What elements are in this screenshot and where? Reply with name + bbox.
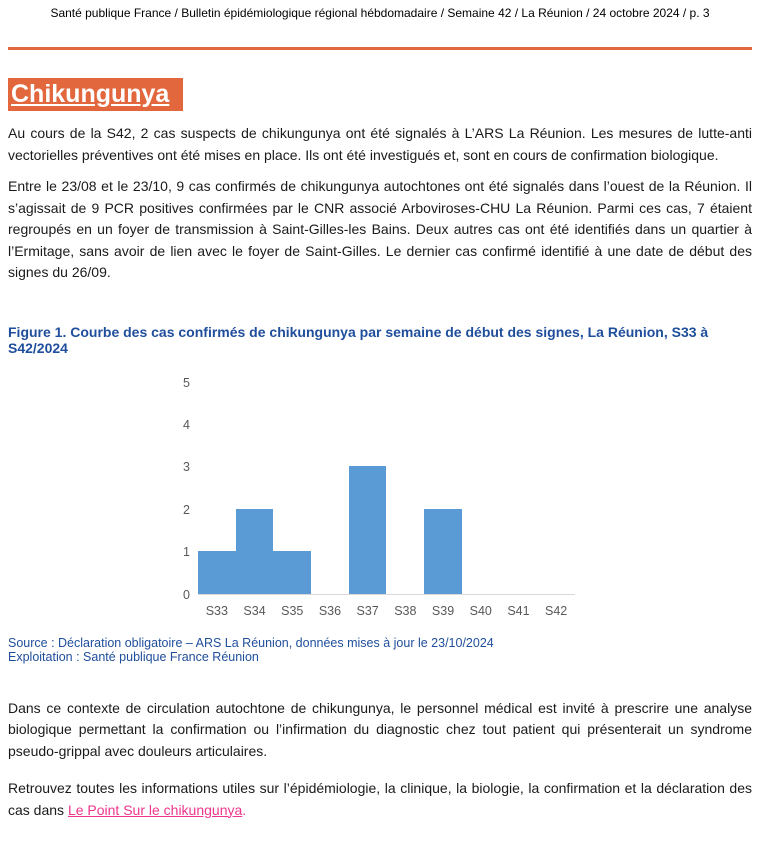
document-header: Santé publique France / Bulletin épidémi…	[50, 6, 710, 20]
point-sur-chikungunya-link[interactable]: Le Point Sur le chikungunya	[67, 801, 243, 818]
chart-bar	[235, 508, 274, 594]
chart-bar	[424, 508, 462, 594]
x-tick-label: S39	[431, 603, 455, 618]
x-tick-label: S38	[394, 603, 417, 618]
chart-y-axis: 0 1 2 3 4 5	[168, 376, 190, 602]
y-tick-label: 1	[183, 545, 190, 560]
y-tick-label: 0	[183, 587, 190, 602]
more-info-period: .	[242, 801, 247, 818]
figure-source: Source : Déclaration obligatoire – ARS L…	[8, 636, 752, 664]
x-tick-label: S37	[356, 603, 379, 618]
x-tick-label: S34	[243, 603, 266, 618]
paragraph-medical-advice: Dans ce contexte de circulation autochto…	[8, 699, 752, 759]
figure-title: Figure 1. Courbe des cas confirmés de ch…	[8, 323, 709, 356]
figure-source-line2: Exploitation : Santé publique France Réu…	[8, 649, 259, 664]
chart-x-axis: S33 S34 S35 S36 S37 S38 S39 S40 S41 S42	[198, 604, 575, 620]
chart-bar	[273, 551, 312, 594]
figure-source-line1: Source : Déclaration obligatoire – ARS L…	[8, 635, 494, 650]
x-tick-label: S41	[507, 603, 530, 618]
x-tick-label: S35	[281, 603, 304, 618]
chart-plot-area	[198, 383, 575, 595]
chart-bar	[198, 551, 236, 594]
chart-bar	[348, 466, 387, 594]
x-tick-label: S42	[545, 603, 568, 618]
section-title: Chikungunya	[8, 78, 184, 111]
y-tick-label: 3	[183, 460, 190, 475]
x-tick-label: S40	[469, 603, 492, 618]
y-tick-label: 5	[183, 375, 190, 390]
x-tick-label: S33	[205, 603, 228, 618]
header-divider	[8, 47, 752, 50]
y-tick-label: 2	[183, 502, 190, 517]
y-tick-label: 4	[183, 417, 190, 432]
paragraph-suspect-cases: Au cours de la S42, 2 cas suspects de ch…	[8, 125, 752, 163]
figure-bar-chart: 0 1 2 3 4 5 S33 S34 S35 S36 S37 S38 S39 S40 S41 S42	[168, 376, 598, 626]
paragraph-more-info: Retrouvez toutes les informations utiles…	[8, 778, 752, 821]
paragraph-confirmed-cases: Entre le 23/08 et le 23/10, 9 cas confir…	[8, 178, 752, 280]
x-tick-label: S36	[318, 603, 342, 618]
